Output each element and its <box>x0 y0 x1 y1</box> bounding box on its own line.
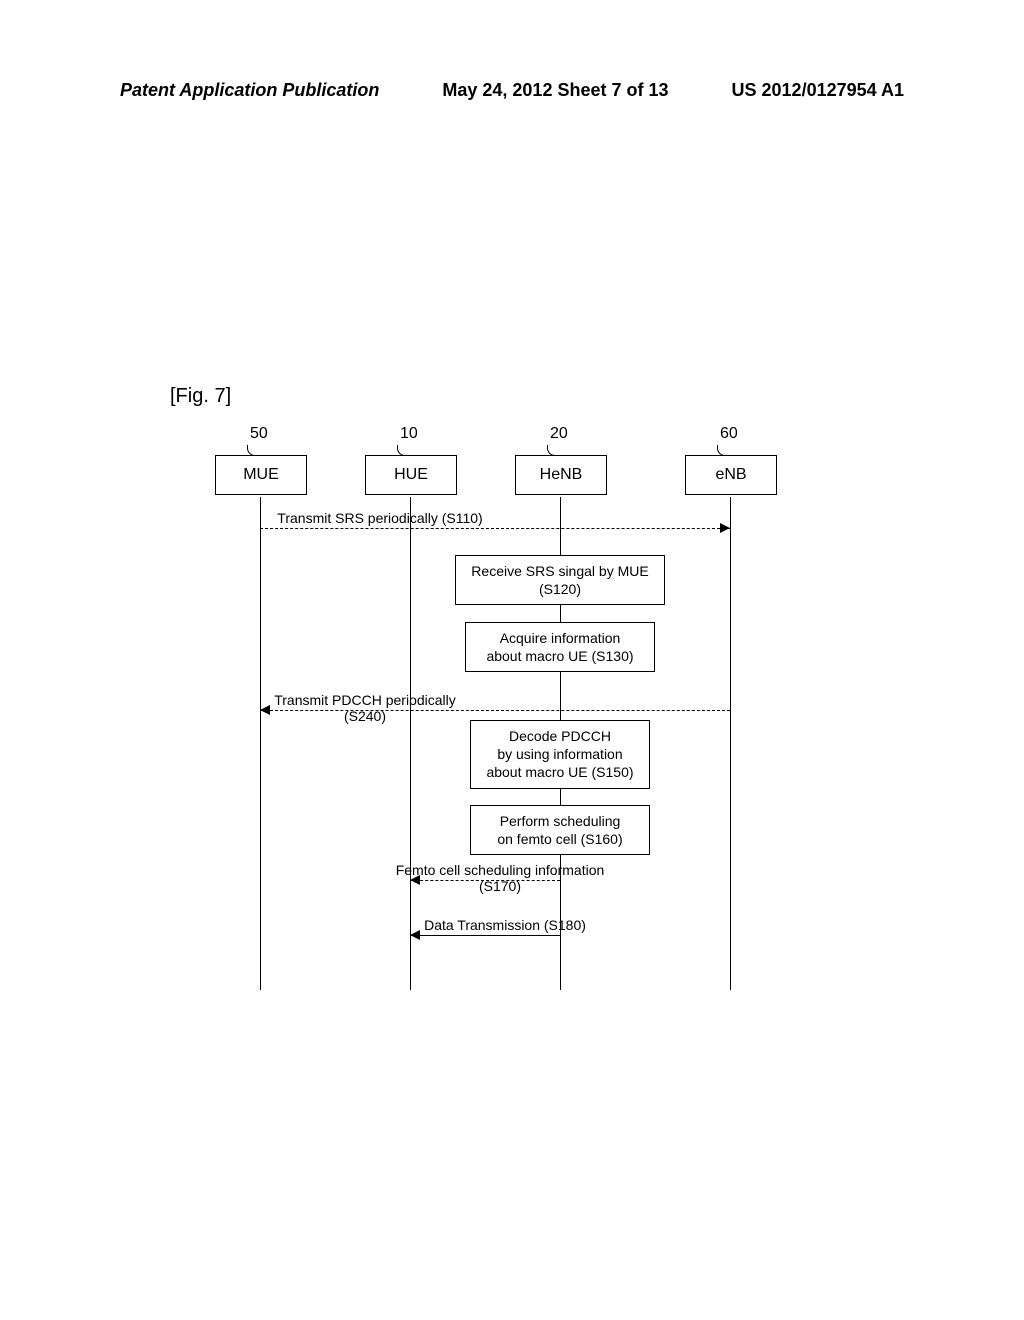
entity-number-enb: 60 <box>720 425 738 443</box>
entity-number-henb: 20 <box>550 425 568 443</box>
lifeline-enb <box>730 497 731 990</box>
header-right: US 2012/0127954 A1 <box>732 80 904 101</box>
msg-s170-label: Femto cell scheduling information(S170) <box>370 862 630 894</box>
msg-s180-line <box>410 935 560 936</box>
msg-s180-arrow <box>410 930 420 940</box>
msg-s240-line <box>260 710 730 711</box>
header-center: May 24, 2012 Sheet 7 of 13 <box>442 80 668 101</box>
header-left: Patent Application Publication <box>120 80 379 101</box>
figure-label: [Fig. 7] <box>170 385 231 408</box>
page-header: Patent Application Publication May 24, 2… <box>120 80 904 101</box>
msg-s180-label: Data Transmission (S180) <box>405 917 605 933</box>
msg-s110-label: Transmit SRS periodically (S110) <box>260 510 500 526</box>
msg-s170-line <box>410 880 560 881</box>
entity-box-henb: HeNB <box>515 455 607 495</box>
entity-number-hue: 10 <box>400 425 418 443</box>
process-s150: Decode PDCCHby using informationabout ma… <box>470 720 650 789</box>
msg-s240-label: Transmit PDCCH periodically(S240) <box>255 692 475 724</box>
entity-number-mue: 50 <box>250 425 268 443</box>
connector <box>560 605 561 622</box>
entity-box-enb: eNB <box>685 455 777 495</box>
msg-s110-line <box>260 528 730 529</box>
msg-s240-arrow <box>260 705 270 715</box>
msg-s170-arrow <box>410 875 420 885</box>
lifeline-mue <box>260 497 261 990</box>
entity-box-hue: HUE <box>365 455 457 495</box>
msg-s110-arrow <box>720 523 730 533</box>
process-s120: Receive SRS singal by MUE(S120) <box>455 555 665 605</box>
entity-box-mue: MUE <box>215 455 307 495</box>
connector <box>560 790 561 805</box>
process-s130: Acquire informationabout macro UE (S130) <box>465 622 655 672</box>
process-s160: Perform schedulingon femto cell (S160) <box>470 805 650 855</box>
